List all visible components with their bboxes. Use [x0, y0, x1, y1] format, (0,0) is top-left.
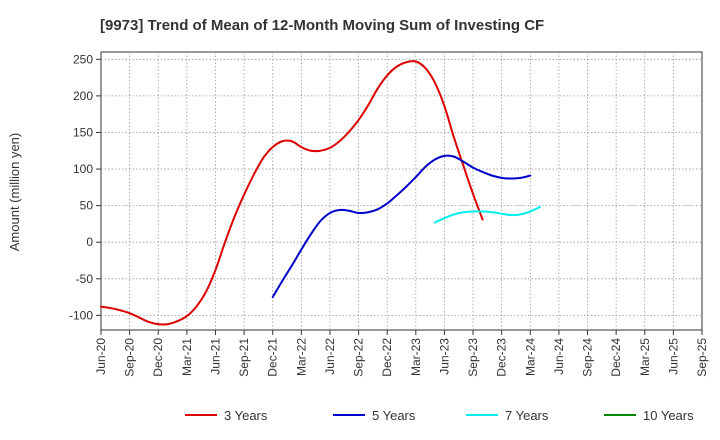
y-tick-label: 50	[80, 199, 94, 213]
y-axis-ticks: 250 200 150 100 50 0 -50 -100	[69, 52, 101, 322]
x-tick-label: Mar-21	[180, 338, 194, 376]
legend-label-10-years: 10 Years	[643, 408, 694, 423]
x-tick-label: Jun-20	[94, 338, 108, 375]
x-tick-label: Jun-23	[437, 338, 451, 375]
y-tick-label: -50	[76, 272, 94, 286]
x-tick-label: Jun-24	[552, 338, 566, 375]
x-tick-label: Sep-22	[352, 338, 366, 377]
y-tick-label: 200	[73, 89, 93, 103]
x-tick-label: Jun-21	[208, 338, 222, 375]
legend-label-3-years: 3 Years	[224, 408, 268, 423]
series-group	[100, 60, 541, 326]
x-tick-label: Dec-21	[266, 338, 280, 377]
x-axis-ticks: Jun-20 Sep-20 Dec-20 Mar-21 Jun-21 Sep-21 Dec-…	[94, 330, 709, 377]
y-tick-label: 100	[73, 162, 93, 176]
x-tick-label: Mar-23	[409, 338, 423, 376]
y-tick-label: -100	[69, 308, 93, 322]
x-tick-label: Jun-25	[666, 338, 680, 375]
y-tick-label: 0	[86, 235, 93, 249]
x-tick-label: Dec-22	[380, 338, 394, 377]
series-line-7-years	[433, 206, 541, 224]
x-tick-label: Sep-21	[237, 338, 251, 377]
x-tick-label: Sep-25	[695, 338, 709, 377]
x-tick-label: Dec-24	[609, 338, 623, 377]
grid	[101, 52, 702, 330]
x-tick-label: Jun-22	[323, 338, 337, 375]
legend-label-5-years: 5 Years	[372, 408, 416, 423]
x-tick-label: Mar-25	[638, 338, 652, 376]
x-tick-label: Mar-22	[294, 338, 308, 376]
x-tick-label: Mar-24	[523, 338, 537, 376]
y-axis-label: Amount (million yen)	[7, 133, 22, 252]
x-tick-label: Sep-23	[466, 338, 480, 377]
y-tick-label: 150	[73, 125, 93, 139]
x-tick-label: Dec-23	[495, 338, 509, 377]
x-tick-label: Sep-20	[123, 338, 137, 377]
legend-label-7-years: 7 Years	[505, 408, 549, 423]
x-tick-label: Dec-20	[151, 338, 165, 377]
x-tick-label: Sep-24	[581, 338, 595, 377]
legend: 3 Years 5 Years 7 Years 10 Years	[185, 408, 694, 423]
y-tick-label: 250	[73, 52, 93, 66]
chart-title: [9973] Trend of Mean of 12-Month Moving …	[100, 17, 544, 34]
series-line-5-years	[271, 154, 532, 299]
series-line-3-years	[100, 60, 484, 326]
